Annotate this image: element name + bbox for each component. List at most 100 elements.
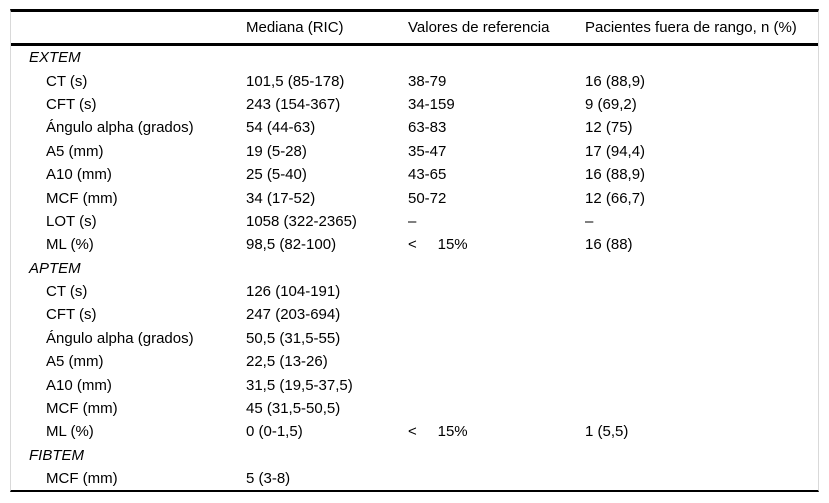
- median-cell: 126 (104-191): [246, 283, 341, 301]
- median-cell: 19 (5-28): [246, 142, 307, 160]
- table-row: CFT (s) 243 (154-367) 34-159 9 (69,2): [11, 93, 818, 116]
- reference-cell: –: [408, 212, 417, 230]
- table-row: A5 (mm) 19 (5-28) 35-47 17 (94,4): [11, 140, 818, 163]
- out-of-range-cell: [585, 257, 818, 280]
- row-label: MCF (mm): [46, 400, 118, 418]
- reference-cell: [408, 303, 585, 326]
- row-label: Ángulo alpha (grados): [46, 119, 194, 137]
- out-of-range-cell: 16 (88,9): [585, 166, 646, 184]
- out-of-range-cell: 12 (75): [585, 119, 633, 137]
- median-cell: 22,5 (13-26): [246, 353, 328, 371]
- reference-cell: < 15%: [408, 423, 468, 441]
- reference-cell: 38-79: [408, 72, 447, 90]
- row-label: CFT (s): [46, 306, 97, 324]
- row-label: CFT (s): [46, 95, 97, 113]
- median-cell: 243 (154-367): [246, 95, 341, 113]
- reference-cell: 50-72: [408, 189, 447, 207]
- table-row: MCF (mm) 5 (3-8): [11, 467, 818, 490]
- table-row: A10 (mm) 31,5 (19,5-37,5): [11, 373, 818, 396]
- median-cell: 54 (44-63): [246, 119, 316, 137]
- row-label: A10 (mm): [46, 166, 112, 184]
- section-label: FIBTEM: [29, 446, 84, 464]
- table-row: A5 (mm) 22,5 (13-26): [11, 350, 818, 373]
- median-cell: [246, 257, 408, 280]
- out-of-range-cell: 9 (69,2): [585, 95, 637, 113]
- out-of-range-cell: 16 (88): [585, 236, 633, 254]
- row-label: A5 (mm): [46, 353, 104, 371]
- results-table-container: Mediana (RIC) Valores de referencia Paci…: [10, 9, 819, 492]
- out-of-range-cell: [585, 397, 818, 420]
- row-label: ML (%): [46, 423, 94, 441]
- out-of-range-cell: 17 (94,4): [585, 142, 646, 160]
- reference-cell: [408, 280, 585, 303]
- reference-cell: [408, 373, 585, 396]
- reference-cell: < 15%: [408, 236, 468, 254]
- table-row: Ángulo alpha (grados) 50,5 (31,5-55): [11, 327, 818, 350]
- section-row: EXTEM: [11, 45, 818, 70]
- reference-cell: [408, 350, 585, 373]
- out-of-range-cell: –: [585, 212, 594, 230]
- median-cell: [246, 45, 408, 70]
- out-of-range-cell: [585, 45, 818, 70]
- row-label: Ángulo alpha (grados): [46, 329, 194, 347]
- median-cell: 101,5 (85-178): [246, 72, 345, 90]
- table-row: CFT (s) 247 (203-694): [11, 303, 818, 326]
- reference-cell: [408, 45, 585, 70]
- out-of-range-cell: 12 (66,7): [585, 189, 646, 207]
- median-cell: 34 (17-52): [246, 189, 316, 207]
- median-cell: 1058 (322-2365): [246, 212, 357, 230]
- table-header: Mediana (RIC) Valores de referencia Paci…: [11, 12, 818, 46]
- results-table: Mediana (RIC) Valores de referencia Paci…: [11, 12, 818, 490]
- reference-cell: 43-65: [408, 166, 447, 184]
- median-cell: 0 (0-1,5): [246, 423, 303, 441]
- section-row: FIBTEM: [11, 444, 818, 467]
- table-row: CT (s) 126 (104-191): [11, 280, 818, 303]
- reference-cell: [408, 444, 585, 467]
- median-cell: [246, 444, 408, 467]
- section-row: APTEM: [11, 257, 818, 280]
- row-label: MCF (mm): [46, 470, 118, 488]
- out-of-range-cell: [585, 280, 818, 303]
- median-cell: 50,5 (31,5-55): [246, 329, 341, 347]
- row-label: LOT (s): [46, 212, 97, 230]
- empty-header-cell: [11, 12, 246, 46]
- reference-cell: 35-47: [408, 142, 447, 160]
- reference-cell: [408, 397, 585, 420]
- median-cell: 25 (5-40): [246, 166, 307, 184]
- row-label: A10 (mm): [46, 376, 112, 394]
- reference-cell: 63-83: [408, 119, 447, 137]
- section-label: EXTEM: [29, 49, 81, 67]
- header-row: Mediana (RIC) Valores de referencia Paci…: [11, 12, 818, 46]
- row-label: MCF (mm): [46, 189, 118, 207]
- out-of-range-cell: [585, 327, 818, 350]
- median-cell: 5 (3-8): [246, 470, 291, 488]
- reference-cell: [408, 257, 585, 280]
- column-header-median: Mediana (RIC): [246, 12, 408, 46]
- reference-cell: [408, 327, 585, 350]
- table-row: MCF (mm) 45 (31,5-50,5): [11, 397, 818, 420]
- median-cell: 31,5 (19,5-37,5): [246, 376, 353, 394]
- table-row: LOT (s) 1058 (322-2365) – –: [11, 210, 818, 233]
- table-row: ML (%) 0 (0-1,5) < 15% 1 (5,5): [11, 420, 818, 443]
- section-label: APTEM: [29, 259, 81, 277]
- column-header-out-of-range: Pacientes fuera de rango, n (%): [585, 12, 818, 46]
- median-cell: 98,5 (82-100): [246, 236, 337, 254]
- row-label: ML (%): [46, 236, 94, 254]
- row-label: CT (s): [46, 72, 88, 90]
- out-of-range-cell: [585, 303, 818, 326]
- out-of-range-cell: [585, 467, 818, 490]
- row-label: CT (s): [46, 283, 88, 301]
- out-of-range-cell: [585, 373, 818, 396]
- out-of-range-cell: [585, 444, 818, 467]
- row-label: A5 (mm): [46, 142, 104, 160]
- out-of-range-cell: [585, 350, 818, 373]
- out-of-range-cell: 1 (5,5): [585, 423, 629, 441]
- table-row: ML (%) 98,5 (82-100) < 15% 16 (88): [11, 233, 818, 256]
- reference-cell: 34-159: [408, 95, 455, 113]
- table-row: A10 (mm) 25 (5-40) 43-65 16 (88,9): [11, 163, 818, 186]
- median-cell: 45 (31,5-50,5): [246, 400, 341, 418]
- out-of-range-cell: 16 (88,9): [585, 72, 646, 90]
- median-cell: 247 (203-694): [246, 306, 341, 324]
- column-header-reference: Valores de referencia: [408, 12, 585, 46]
